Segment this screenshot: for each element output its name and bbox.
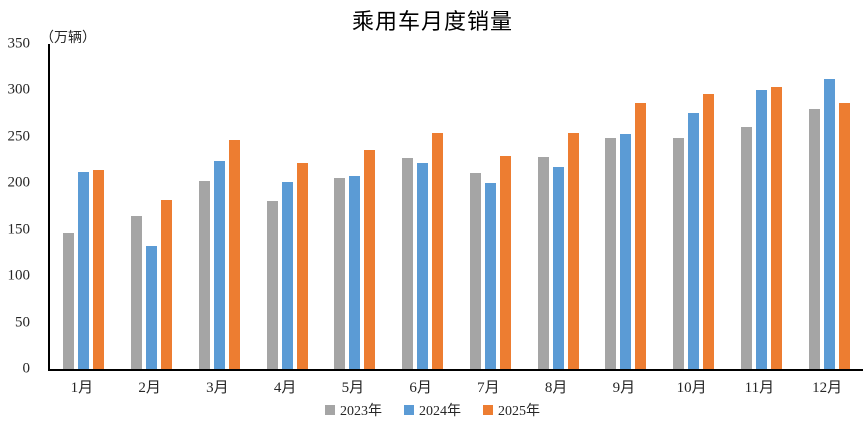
legend-swatch-icon: [325, 405, 335, 415]
y-tick-label: 0: [22, 360, 31, 377]
legend-item-2025年: 2025年: [483, 400, 540, 420]
legend-swatch-icon: [483, 405, 493, 415]
bar-2023年-10月: [673, 137, 685, 369]
bar-group-7月: [457, 44, 525, 369]
bar-group-10月: [660, 44, 728, 369]
plot-area: [48, 44, 863, 371]
legend-label: 2025年: [498, 404, 540, 419]
bar-2023年-2月: [131, 215, 143, 369]
bar-2025年-2月: [161, 200, 173, 369]
x-axis: 1月 2月 3月 4月 5月 6月 7月 8月 9月 10月 11月 12月: [48, 376, 861, 397]
bar-2023年-9月: [605, 137, 617, 369]
x-axis-label: 11月: [744, 380, 775, 396]
legend: 2023年 2024年 2025年: [0, 400, 865, 420]
bar-2023年-11月: [740, 126, 752, 369]
bar-group-8月: [524, 44, 592, 369]
bar-2024年-4月: [281, 182, 293, 369]
bar-2025年-3月: [228, 139, 240, 369]
bar-2023年-1月: [63, 232, 75, 369]
y-tick-label: 100: [7, 267, 31, 284]
bar-group-3月: [186, 44, 254, 369]
bar-2025年-9月: [635, 102, 647, 369]
x-axis-label: 5月: [341, 380, 365, 396]
y-axis: 0 50 100 150 200 250 300 350: [0, 36, 39, 376]
bar-group-11月: [728, 44, 796, 369]
bar-2024年-9月: [620, 134, 632, 369]
x-axis-label: 7月: [477, 380, 500, 396]
bar-2025年-10月: [703, 94, 715, 369]
bar-2025年-11月: [770, 86, 782, 369]
x-axis-label: 2月: [138, 380, 161, 396]
x-axis-label: 10月: [676, 380, 707, 396]
x-axis-label: 1月: [70, 380, 94, 396]
bar-2025年-8月: [567, 133, 579, 369]
bar-group-6月: [389, 44, 457, 369]
bar-2024年-7月: [484, 183, 496, 369]
legend-label: 2024年: [419, 404, 461, 419]
legend-item-2023年: 2023年: [325, 400, 382, 420]
y-tick-label: 350: [7, 35, 31, 52]
chart-title: 乘用车月度销量: [351, 9, 513, 34]
bar-2024年-3月: [213, 161, 225, 369]
bar-2024年-12月: [823, 79, 835, 369]
x-axis-label: 4月: [273, 380, 297, 396]
bar-2024年-11月: [755, 90, 767, 369]
bar-2023年-8月: [537, 157, 549, 369]
legend-swatch-icon: [404, 405, 414, 415]
bar-2024年-10月: [688, 112, 700, 369]
y-tick-label: 250: [7, 128, 31, 145]
y-tick-label: 150: [7, 221, 31, 238]
bar-group-2月: [118, 44, 186, 369]
x-axis-label: 12月: [812, 380, 843, 396]
legend-item-2024年: 2024年: [404, 400, 461, 420]
y-tick-label: 300: [7, 81, 31, 98]
bar-2024年-6月: [417, 162, 429, 369]
bar-group-5月: [321, 44, 389, 369]
bar-group-4月: [253, 44, 321, 369]
bar-2023年-3月: [198, 181, 210, 369]
bar-group-12月: [795, 44, 863, 369]
bar-2025年-7月: [499, 156, 511, 369]
bar-2024年-2月: [146, 245, 158, 369]
bar-2023年-6月: [402, 158, 414, 369]
bar-groups: [50, 44, 863, 369]
x-axis-label: 6月: [409, 380, 432, 396]
y-tick-label: 200: [7, 174, 31, 191]
x-axis-label: 9月: [612, 380, 636, 396]
bar-group-1月: [50, 44, 118, 369]
bar-2025年-6月: [432, 133, 444, 369]
bar-2023年-5月: [334, 177, 346, 369]
y-axis-unit-label: （万辆）: [40, 31, 96, 46]
bar-2025年-4月: [296, 162, 308, 369]
y-tick-label: 50: [15, 314, 30, 331]
x-axis-label: 8月: [544, 380, 568, 396]
bar-2025年-5月: [364, 149, 376, 369]
bar-2025年-12月: [838, 103, 850, 369]
bar-2024年-1月: [78, 172, 90, 369]
x-axis-label: 3月: [206, 380, 229, 396]
bar-2023年-7月: [469, 173, 481, 369]
bar-group-9月: [592, 44, 660, 369]
bar-2024年-8月: [552, 166, 564, 369]
bar-2023年-12月: [808, 109, 820, 369]
bar-2023年-4月: [266, 200, 278, 369]
legend-label: 2023年: [340, 404, 382, 419]
bar-2024年-5月: [349, 175, 361, 369]
bar-2025年-1月: [93, 170, 105, 369]
